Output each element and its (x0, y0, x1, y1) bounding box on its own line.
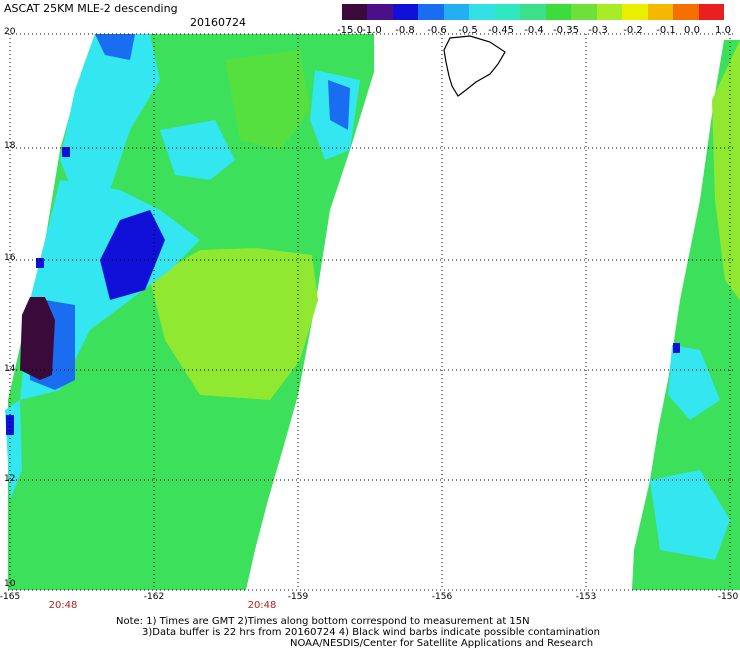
colorbar-tick-label: -0.4 (524, 25, 544, 36)
blue-east (328, 80, 350, 130)
note-line-1: Note: 1) Times are GMT 2)Times along bot… (116, 616, 530, 627)
y-label-20: 20 (4, 27, 16, 37)
colorbar-segment (596, 4, 623, 20)
time-label-left: 20:48 (48, 600, 78, 611)
blue-pixel (6, 415, 14, 435)
colorbar-tick-label: -0.3 (588, 25, 608, 36)
y-label-16: 16 (4, 253, 16, 263)
colorbar-segment (571, 4, 597, 20)
blue-pixel (36, 258, 44, 268)
map-date: 20160724 (190, 16, 246, 29)
x-label-156: -156 (431, 592, 453, 602)
blue-top (95, 34, 135, 60)
cyan-spot (160, 120, 235, 180)
yellowgreen-region (150, 248, 318, 400)
y-label-10: 10 (4, 579, 16, 589)
colorbar-segment (367, 4, 393, 20)
colorbar-tick-label: -0.1 (656, 25, 676, 36)
colorbar (342, 4, 725, 20)
x-label-165: -165 (0, 592, 21, 602)
colorbar-segment (443, 4, 470, 20)
colorbar-segment (545, 4, 572, 20)
y-label-12: 12 (4, 474, 16, 484)
colorbar-segment (392, 4, 419, 20)
time-label-right: 20:48 (247, 600, 277, 611)
cyan-region-north (60, 34, 160, 210)
colorbar-tick-label: 0.0 (684, 25, 700, 36)
colorbar-segment (418, 4, 444, 20)
blue-pixel (673, 343, 680, 353)
swath-right-cyan-2 (668, 345, 720, 420)
colorbar-segment (342, 4, 368, 20)
x-label-150: -150 (717, 592, 739, 602)
colorbar-tick-label: -0.6 (427, 25, 447, 36)
dark-region (20, 297, 55, 380)
colorbar-segment (494, 4, 521, 20)
colorbar-tick-label: 1.0 (715, 25, 731, 36)
colorbar-tick-label: -0.45 (488, 25, 514, 36)
colorbar-segment (673, 4, 699, 20)
colorbar-segment (647, 4, 674, 20)
colorbar-segment (520, 4, 546, 20)
note-line-2: 3)Data buffer is 22 hrs from 20160724 4)… (142, 627, 600, 638)
blue-pixel (62, 147, 70, 157)
colorbar-segment (469, 4, 495, 20)
colorbar-segment (622, 4, 648, 20)
swath-right-cyan (650, 470, 730, 560)
swath-right-yellowgreen (712, 40, 740, 300)
x-label-153: -153 (575, 592, 597, 602)
colorbar-tick-label: -0.35 (553, 25, 579, 36)
light-green-patch (225, 50, 310, 150)
x-label-159: -159 (287, 592, 309, 602)
colorbar-labels: -15.0 -1.0 -0.8 -0.6 -0.5 -0.45 -0.4 -0.35 -0.3 -… (330, 25, 740, 37)
notes: Note: 1) Times are GMT 2)Times along bot… (116, 616, 600, 649)
colorbar-segment (698, 4, 725, 20)
colorbar-tick-label: -15.0 (337, 25, 363, 36)
x-label-162: -162 (143, 592, 165, 602)
colorbar-tick-label: -1.0 (362, 25, 382, 36)
blue-region (100, 210, 165, 300)
map-title: ASCAT 25KM MLE-2 descending (4, 2, 178, 15)
y-label-14: 14 (4, 364, 16, 374)
colorbar-tick-label: -0.2 (623, 25, 643, 36)
swath-right (632, 40, 740, 590)
colorbar-tick-label: -0.8 (395, 25, 415, 36)
y-label-18: 18 (4, 141, 16, 151)
note-line-3: NOAA/NESDIS/Center for Satellite Applica… (290, 638, 594, 649)
colorbar-tick-label: -0.5 (458, 25, 478, 36)
island-outline (443, 35, 506, 97)
